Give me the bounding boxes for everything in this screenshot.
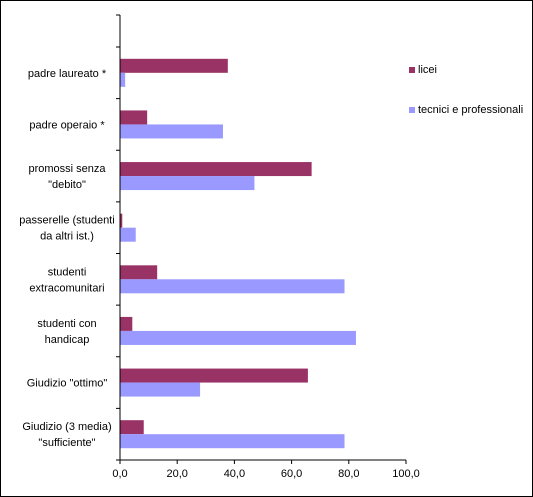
category-label-7-line-1: "sufficiente" (38, 437, 95, 449)
bar-licei-3 (120, 213, 123, 228)
bar-tecnici-4 (120, 279, 345, 294)
category-label-1: padre operaio * (29, 119, 105, 131)
category-label-3-line-0: passerelle (studenti (19, 215, 114, 227)
category-label-4-line-1: extracomunitari (29, 282, 104, 294)
legend-swatch-licei (409, 67, 415, 73)
category-label-5-line-0: studenti con (37, 318, 96, 330)
bar-licei-7 (120, 420, 144, 435)
x-tick-label-3: 60,0 (281, 468, 302, 480)
category-label-6: Giudizio "ottimo" (27, 378, 108, 390)
bar-tecnici-7 (120, 434, 345, 449)
x-tick-label-1: 20,0 (166, 468, 187, 480)
x-tick-label-0: 0,0 (112, 468, 127, 480)
category-label-3-line-1: da altri ist.) (40, 231, 94, 243)
bar-tecnici-0 (120, 72, 126, 87)
category-label-2-line-0: promossi senza (28, 163, 106, 175)
legend-swatch-tecnici (409, 107, 415, 113)
bar-licei-5 (120, 316, 133, 331)
bar-licei-1 (120, 110, 148, 125)
category-label-2-line-1: "debito" (48, 179, 86, 191)
bar-tecnici-1 (120, 124, 223, 139)
bar-tecnici-6 (120, 382, 201, 397)
category-label-5-line-1: handicap (45, 334, 90, 346)
x-tick-label-5: 100,0 (392, 468, 420, 480)
bar-licei-6 (120, 368, 308, 383)
bar-licei-2 (120, 162, 312, 177)
legend-label-licei: licei (418, 64, 437, 76)
x-tick-label-2: 40,0 (224, 468, 245, 480)
category-label-4-line-0: studenti (48, 266, 87, 278)
legend-label-tecnici: tecnici e professionali (418, 104, 523, 116)
bar-licei-0 (120, 58, 228, 73)
bar-tecnici-3 (120, 227, 136, 242)
category-label-7-line-0: Giudizio (3 media) (22, 421, 111, 433)
bar-tecnici-2 (120, 176, 255, 191)
bar-licei-4 (120, 265, 158, 280)
category-label-0: padre laureato * (28, 68, 107, 80)
bar-tecnici-5 (120, 330, 356, 345)
x-tick-label-4: 80,0 (338, 468, 359, 480)
